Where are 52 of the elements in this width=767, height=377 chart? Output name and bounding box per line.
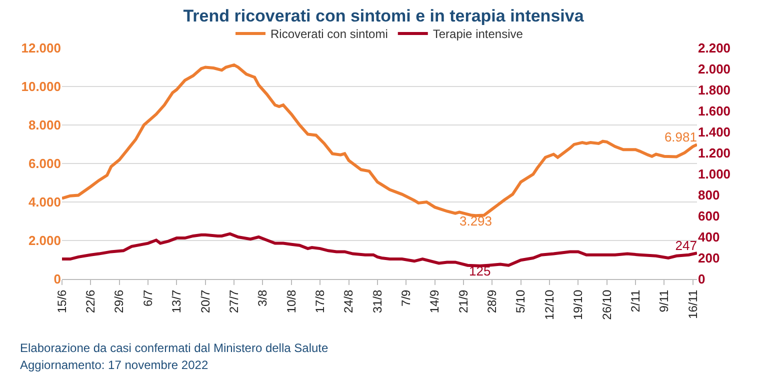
y2-tick-label: 1.200	[698, 146, 731, 161]
y2-tick-label: 1.400	[698, 124, 731, 140]
x-tick-label: 9/11	[657, 289, 672, 312]
x-tick-label: 2/11	[628, 289, 642, 312]
data-label: 3.293	[459, 213, 492, 228]
legend-label: Ricoverati con sintomi	[270, 27, 388, 42]
legend-label: Terapie intensive	[432, 27, 524, 42]
x-tick-label: 31/8	[370, 289, 384, 314]
x-tick-label: 26/10	[600, 289, 614, 320]
y2-tick-label: 1.800	[698, 82, 731, 98]
y-tick-label: 10.000	[21, 79, 61, 94]
x-tick-label: 13/7	[170, 289, 184, 314]
y2-tick-label: 600	[698, 208, 720, 224]
x-tick-label: 17/8	[313, 289, 327, 314]
data-label: 6.981	[664, 129, 697, 144]
x-tick-label: 10/8	[284, 289, 298, 314]
y2-tick-label: 200	[698, 250, 720, 266]
x-tick-label: 29/6	[112, 289, 126, 314]
x-tick-label: 28/9	[485, 289, 500, 314]
y-tick-label: 0	[54, 272, 61, 287]
line-series	[62, 63, 697, 218]
y-tick-label: 4.000	[28, 194, 61, 210]
y2-tick-label: 0	[698, 272, 706, 287]
y-tick-label: 12.000	[21, 40, 61, 56]
chart-title: Trend ricoverati con sintomi e in terapia intensiva	[183, 6, 584, 26]
x-tick-label: 6/7	[140, 289, 155, 306]
x-tick-label: 3/8	[256, 289, 270, 306]
x-tick-label: 7/9	[399, 289, 414, 306]
y2-tick-label: 2.200	[698, 40, 731, 56]
y2-tick-label: 1.600	[698, 104, 731, 119]
y2-tick-label: 800	[698, 188, 720, 203]
x-tick-label: 22/6	[84, 289, 98, 314]
data-label: 247	[675, 238, 697, 253]
x-tick-label: 12/10	[542, 289, 556, 320]
x-tick-label: 20/7	[198, 289, 212, 314]
x-tick-label: 16/11	[686, 289, 700, 319]
y-tick-label: 8.000	[28, 118, 61, 133]
text: Aggiornamento: 17 novembre 2022	[20, 358, 208, 372]
text: Elaborazione da casi confermati dal Ministero della Salute	[20, 341, 328, 355]
y2-tick-label: 2.000	[698, 62, 731, 77]
line-series	[62, 232, 697, 268]
x-tick-label: 5/10	[514, 289, 528, 314]
y2-tick-label: 400	[698, 230, 720, 245]
x-tick-label: 21/9	[456, 289, 470, 314]
y2-tick-label: 1.000	[698, 166, 731, 182]
x-tick-label: 27/7	[226, 289, 241, 314]
x-tick-label: 14/9	[428, 289, 442, 314]
x-tick-label: 19/10	[571, 289, 586, 320]
y-tick-label: 2.000	[28, 233, 61, 248]
x-tick-label: 15/6	[54, 289, 69, 314]
x-tick-label: 24/8	[342, 289, 356, 314]
y-tick-label: 6.000	[28, 156, 61, 172]
